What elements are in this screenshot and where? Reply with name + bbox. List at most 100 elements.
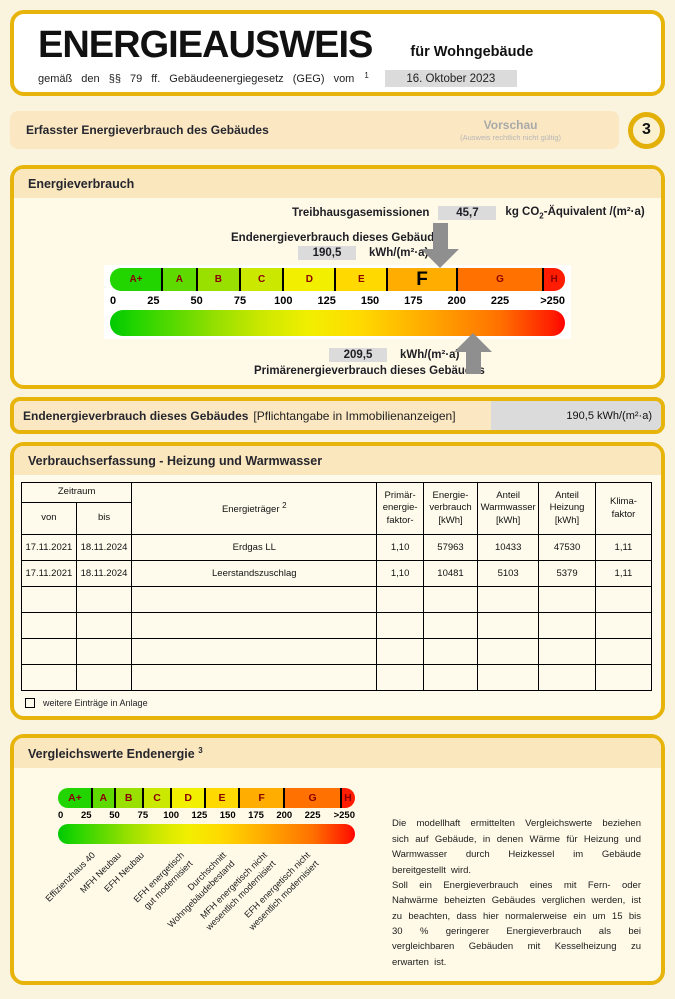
consumption-panel: Verbrauchserfassung - Heizung und Warmwa… xyxy=(10,442,665,721)
col-header-anteil-heizung: Anteil Heizung [kWh] xyxy=(538,482,596,536)
table-cell xyxy=(422,664,479,692)
table-cell: 1,10 xyxy=(376,560,424,588)
scale-band-divider xyxy=(239,268,241,292)
scale-tick: >250 xyxy=(333,810,355,822)
scale-band-letter: H xyxy=(550,274,558,286)
table-cell: 17.11.2021 xyxy=(21,560,77,588)
scale-tick: 75 xyxy=(233,295,247,308)
scale-band-letter: F xyxy=(416,268,428,290)
table-cell xyxy=(21,638,77,666)
scale-band-G: G xyxy=(284,788,341,809)
scale-band-letter: B xyxy=(214,274,222,286)
scale-band-G: G xyxy=(456,268,544,292)
scale-tick: 100 xyxy=(274,295,293,308)
col-header-von: von xyxy=(21,502,77,536)
table-cell xyxy=(75,586,133,614)
scale-band-row: A+ A B C D E F G H xyxy=(110,268,565,292)
scale-band-letter: G xyxy=(308,792,317,805)
table-cell: 18.11.2024 xyxy=(75,534,133,562)
col-header-primaerenergiefaktor: Primär- energie- faktor- xyxy=(376,482,424,536)
scale-band-divider xyxy=(455,268,458,292)
col-header-klimafaktor: Klima- faktor xyxy=(594,482,653,536)
law-date-box: 16. Oktober 2023 xyxy=(384,70,517,87)
scale-band-letter: A+ xyxy=(129,274,143,286)
table-cell xyxy=(594,612,653,640)
table-cell: 1,10 xyxy=(376,534,424,562)
col-header-anteil-warmwasser: Anteil Warmwasser [kWh] xyxy=(477,482,540,536)
scale-band-B: B xyxy=(114,788,143,809)
scale-band-letter: A+ xyxy=(68,792,82,805)
consumption-panel-content: Zeitraum Energieträger 2 Primär- energie… xyxy=(14,475,661,716)
table-cell xyxy=(21,664,77,692)
preview-label: Vorschau xyxy=(483,118,538,132)
energy-panel-content: Treibhausgasemissionen 45,7 kg CO2-Äquiv… xyxy=(14,198,661,385)
end-energy-summary-row: Endenergieverbrauch dieses Gebäudes [Pfl… xyxy=(10,397,665,435)
scale-tick: 25 xyxy=(147,295,160,308)
ghg-row: Treibhausgasemissionen 45,7 kg CO2-Äquiv… xyxy=(14,206,661,220)
scale-band-D: D xyxy=(283,268,336,292)
section-title: Erfasster Energieverbrauch des Gebäudes xyxy=(26,123,269,137)
primary-energy-label: Primärenergieverbrauch dieses Gebäudes xyxy=(254,365,485,378)
table-cell xyxy=(21,586,77,614)
scale-band-E: E xyxy=(205,788,240,809)
table-cell xyxy=(131,664,378,692)
scale-band-divider xyxy=(195,268,198,292)
table-cell xyxy=(131,612,378,640)
comparison-paragraph-1: Die modellhaft ermittelten Vergleichswer… xyxy=(392,818,641,876)
scale-tick-row: 0 25 50 75 100 125 150 175 200 225 >250 xyxy=(58,808,355,824)
table-cell: 10433 xyxy=(477,534,540,562)
table-row: 17.11.2021 18.11.2024 Leerstandszuschlag 1,… xyxy=(21,560,653,588)
table-cell xyxy=(538,586,596,614)
more-entries-checkbox[interactable] xyxy=(25,698,35,709)
scale-band-divider xyxy=(334,268,337,292)
scale-band-A+: A+ xyxy=(58,788,92,809)
table-cell xyxy=(131,586,378,614)
page-subtitle: für Wohngebäude xyxy=(410,44,534,60)
document-header: ENERGIEAUSWEIS für Wohngebäude gemäß den… xyxy=(10,10,665,96)
scale-band-divider xyxy=(170,788,173,809)
consumption-table: Zeitraum Energieträger 2 Primär- energie… xyxy=(20,482,653,692)
law-text: gemäß den §§ 79 ff. Gebäudeenergiegesetz… xyxy=(38,72,355,85)
scale-band-B: B xyxy=(196,268,240,292)
scale-band-divider xyxy=(113,788,116,809)
scale-band-divider xyxy=(161,268,163,292)
table-cell xyxy=(422,612,479,640)
scale-tick: 0 xyxy=(110,295,117,308)
scale-tick: 125 xyxy=(191,810,208,822)
table-cell xyxy=(538,612,596,640)
table-cell xyxy=(422,638,479,666)
scale-band-letter: B xyxy=(124,792,133,805)
comparison-paragraph-2: Soll ein Energieverbrauch eines mit Fern… xyxy=(392,879,641,968)
scale-band-letter: C xyxy=(153,792,161,805)
table-cell xyxy=(477,638,540,666)
scale-band-C: C xyxy=(240,268,284,292)
section-bar-row: Erfasster Energieverbrauch des Gebäudes … xyxy=(10,111,665,149)
scale-tick: 150 xyxy=(219,810,236,822)
col-header-zeitraum: Zeitraum xyxy=(20,482,133,504)
end-energy-unit: kWh/(m²·a) xyxy=(369,247,429,260)
scale-tick: 225 xyxy=(304,810,321,822)
scale-band-divider xyxy=(282,268,285,292)
end-energy-summary-labels: Endenergieverbrauch dieses Gebäudes [Pfl… xyxy=(14,401,456,430)
scale-gradient-bar xyxy=(110,310,565,337)
consumption-panel-title: Verbrauchserfassung - Heizung und Warmwa… xyxy=(14,446,661,476)
scale-band-letter: C xyxy=(258,274,266,286)
table-cell xyxy=(594,586,653,614)
table-cell: 1,11 xyxy=(594,534,653,562)
scale-band-divider xyxy=(386,268,389,292)
scale-band-letter: H xyxy=(344,792,352,805)
scale-band-F: F xyxy=(239,788,285,809)
preview-note: (Ausweis rechtlich nicht gültig) xyxy=(460,133,561,142)
table-row-empty xyxy=(21,612,653,640)
scale-tick: >250 xyxy=(540,295,565,308)
table-cell: 10481 xyxy=(422,560,479,588)
scale-band-A: A xyxy=(162,268,197,292)
scale-tick: 25 xyxy=(80,810,92,822)
comparison-panel-content: A+ A B C D E F G H 0 25 50 75 100 125 150 175 200 225 >250 … xyxy=(14,768,661,981)
end-energy-value-box: 190,5 xyxy=(298,246,356,261)
table-row-empty xyxy=(21,586,653,614)
energy-scale: A+ A B C D E F G H 0 25 50 75 100 125 150 175 200 225 >250 xyxy=(110,223,565,375)
end-energy-summary-label: Endenergieverbrauch dieses Gebäudes xyxy=(23,408,249,423)
down-arrow-marker xyxy=(421,223,460,269)
comparison-text: Die modellhaft ermittelten Vergleichswer… xyxy=(392,788,645,975)
